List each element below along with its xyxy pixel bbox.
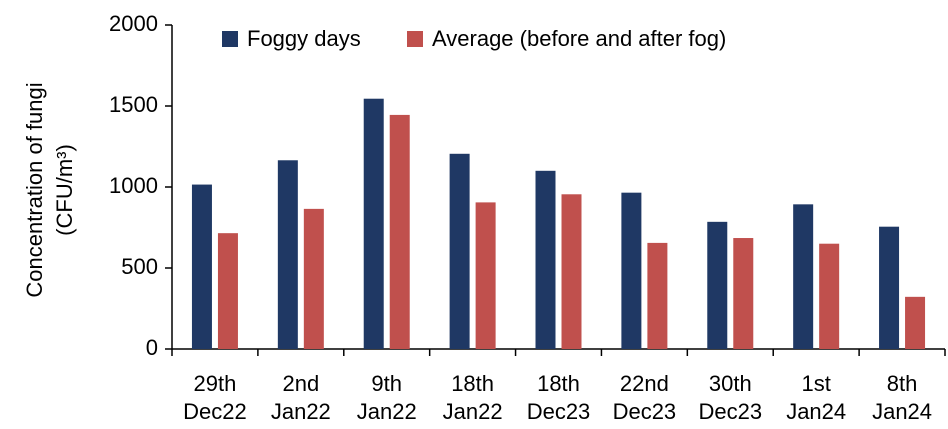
- x-tick-label: 1st: [801, 371, 830, 396]
- x-tick-label: Jan24: [872, 399, 932, 424]
- x-tick-label: Dec23: [698, 399, 762, 424]
- x-tick-label: Dec23: [527, 399, 591, 424]
- bar: [647, 242, 668, 349]
- legend-swatch: [222, 31, 238, 47]
- y-tick-label: 1500: [109, 92, 158, 117]
- x-tick-label: 18th: [451, 371, 494, 396]
- x-tick-label: 2nd: [282, 371, 319, 396]
- x-tick-label: Jan22: [443, 399, 503, 424]
- bar: [475, 202, 496, 349]
- y-axis-title: Concentration of fungi (CFU/m³): [22, 82, 77, 297]
- bar: [303, 208, 324, 349]
- legend-label: Average (before and after fog): [432, 26, 726, 51]
- bar: [217, 233, 238, 349]
- x-tick-label: 8th: [887, 371, 918, 396]
- y-axis-title-line: Concentration of fungi: [22, 82, 47, 297]
- x-tick-label: 9th: [371, 371, 402, 396]
- bar: [561, 194, 582, 349]
- bar: [707, 221, 728, 349]
- x-tick-label: 22nd: [620, 371, 669, 396]
- y-tick-label: 0: [146, 335, 158, 360]
- x-tick-label: Jan22: [271, 399, 331, 424]
- x-tick-label: 18th: [537, 371, 580, 396]
- x-tick-label: Jan22: [357, 399, 417, 424]
- x-tick-label: Dec23: [613, 399, 677, 424]
- x-tick-label: Dec22: [183, 399, 247, 424]
- x-tick-label: 29th: [194, 371, 237, 396]
- bar: [277, 160, 298, 349]
- bar: [449, 153, 470, 349]
- bar: [879, 226, 900, 349]
- legend-swatch: [407, 31, 423, 47]
- bar: [389, 114, 410, 349]
- bar: [191, 184, 212, 349]
- y-tick-label: 500: [121, 254, 158, 279]
- bar: [363, 98, 384, 350]
- x-tick-label: Jan24: [786, 399, 846, 424]
- bar: [733, 238, 754, 349]
- y-tick-label: 1000: [109, 173, 158, 198]
- y-tick-label: 2000: [109, 11, 158, 36]
- y-axis-title-line: (CFU/m³): [52, 144, 77, 236]
- bar: [905, 296, 926, 349]
- bar: [819, 243, 840, 349]
- bar: [793, 204, 814, 349]
- x-tick-label: 30th: [709, 371, 752, 396]
- legend-label: Foggy days: [247, 26, 361, 51]
- bar: [535, 170, 556, 349]
- bar: [621, 192, 642, 349]
